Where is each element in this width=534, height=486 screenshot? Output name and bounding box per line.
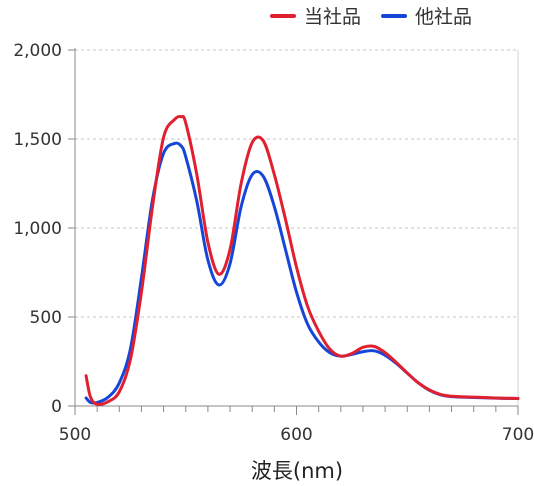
y-tick-label: 1,000	[13, 219, 62, 239]
x-axis-title: 波長(nm)	[251, 459, 343, 483]
chart-legend: 当社品 他社品	[270, 2, 472, 29]
legend-swatch-series-1	[270, 13, 296, 18]
y-tick-label: 2,000	[13, 41, 62, 61]
legend-item-series-1: 当社品	[270, 2, 361, 29]
x-tick-label: 600	[280, 425, 312, 445]
axes	[68, 48, 519, 415]
legend-label-series-1: 当社品	[304, 6, 362, 28]
x-tick-label: 500	[59, 425, 91, 445]
legend-item-series-2: 他社品	[381, 2, 472, 29]
legend-swatch-series-2	[381, 13, 408, 18]
series-line-1	[84, 114, 520, 406]
tick-labels: 0 500 1,000 1,500 2,000 500 600 700	[13, 41, 534, 445]
series-line-2	[84, 141, 520, 405]
y-tick-label: 0	[51, 397, 62, 417]
x-tick-label: 700	[502, 425, 534, 445]
y-tick-label: 1,500	[13, 130, 62, 150]
y-tick-label: 500	[30, 308, 62, 328]
series-lines	[84, 114, 520, 406]
legend-label-series-2: 他社品	[415, 6, 473, 28]
